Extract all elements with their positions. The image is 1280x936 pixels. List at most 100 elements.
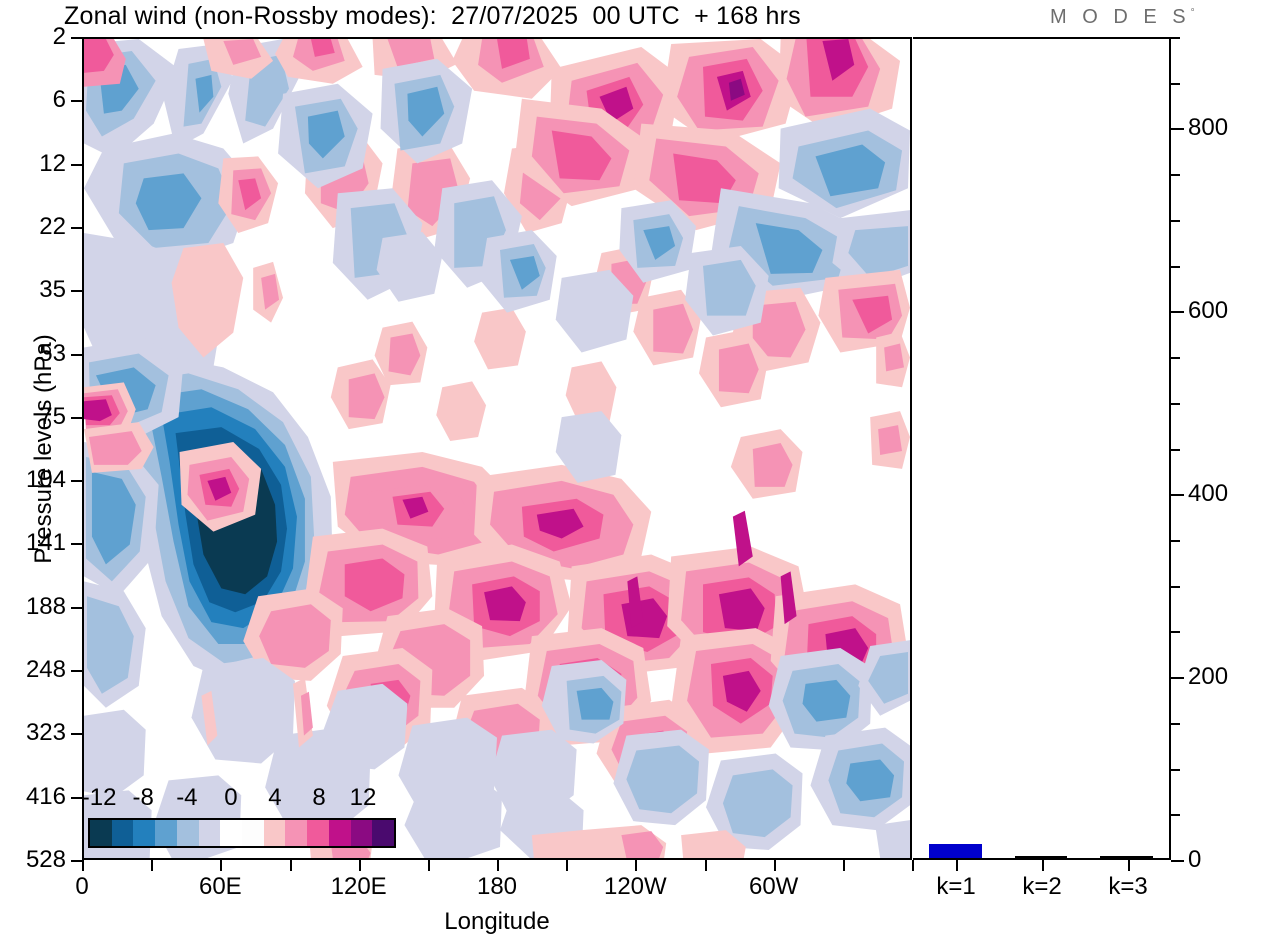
energy-major-tick bbox=[1171, 677, 1184, 680]
colorbar-tick-label: -4 bbox=[176, 784, 198, 811]
pressure-tick-label: 35 bbox=[39, 276, 66, 304]
colorbar-swatch bbox=[328, 820, 351, 846]
pressure-tick bbox=[71, 290, 82, 293]
energy-bar bbox=[1099, 856, 1153, 858]
colorbar-tick-label: 4 bbox=[268, 784, 282, 811]
energy-major-tick bbox=[1171, 494, 1184, 497]
energy-major-tick bbox=[1171, 860, 1184, 862]
pressure-tick bbox=[71, 416, 82, 419]
pressure-tick-label: 416 bbox=[25, 782, 66, 810]
colorbar-swatch bbox=[111, 820, 134, 846]
colorbar-tick-labels: -12 -8 -4 0 4 8 12 bbox=[82, 784, 396, 812]
wavenumber-tick-label: k=1 bbox=[936, 873, 976, 900]
energy-minor-tick bbox=[1171, 768, 1180, 771]
longitude-tick-label: 120W bbox=[603, 873, 667, 900]
longitude-tick bbox=[635, 860, 638, 871]
pressure-tick bbox=[71, 733, 82, 736]
energy-minor-tick bbox=[1171, 448, 1180, 451]
pressure-tick bbox=[71, 606, 82, 609]
longitude-tick-label: 60W bbox=[748, 873, 799, 900]
energy-bar bbox=[1014, 856, 1068, 858]
modes-logo-degree: ° bbox=[1190, 7, 1195, 19]
colorbar bbox=[88, 818, 396, 848]
longitude-tick-label: 180 bbox=[476, 873, 518, 900]
pressure-tick-label: 2 bbox=[52, 23, 66, 50]
pressure-tick-label: 188 bbox=[25, 592, 66, 620]
colorbar-swatch bbox=[155, 820, 177, 846]
longitude-tick bbox=[912, 860, 914, 871]
pressure-tick-label: 6 bbox=[52, 86, 66, 114]
energy-minor-tick bbox=[1171, 585, 1180, 588]
modes-logo-text: M O D E S bbox=[1050, 6, 1191, 28]
longitude-tick bbox=[289, 860, 292, 871]
longitude-tick bbox=[497, 860, 499, 871]
colorbar-swatch bbox=[176, 820, 199, 846]
pressure-tick bbox=[71, 796, 82, 799]
pressure-tick bbox=[71, 353, 82, 356]
colorbar-swatch bbox=[198, 820, 221, 846]
wavenumber-tick bbox=[1042, 860, 1044, 871]
pressure-tick-label: 141 bbox=[25, 529, 66, 557]
pressure-tick-label: 104 bbox=[25, 466, 66, 494]
colorbar-tick-label: 12 bbox=[349, 784, 377, 811]
pressure-tick bbox=[71, 37, 82, 39]
longitude-tick-label: 120E bbox=[330, 873, 387, 900]
modes-logo: M O D E S° bbox=[1050, 6, 1195, 29]
longitude-axis: Longitude 0 60E 120E 180 120W 60W bbox=[75, 860, 914, 935]
energy-minor-tick bbox=[1171, 37, 1180, 39]
energy-minor-tick bbox=[1171, 814, 1180, 817]
colorbar-tick-label: 0 bbox=[224, 784, 238, 811]
page-title: Zonal wind (non-Rossby modes): 27/07/202… bbox=[64, 2, 801, 30]
pressure-axis: Pressure levels (hPa) 2 6 12 22 35 53 75 104 141… bbox=[0, 23, 82, 873]
colorbar-swatch bbox=[307, 820, 329, 846]
colorbar-tick-label: 8 bbox=[312, 784, 326, 811]
pressure-tick-label: 22 bbox=[39, 212, 66, 240]
energy-minor-tick bbox=[1171, 265, 1180, 268]
longitude-tick bbox=[358, 860, 361, 871]
energy-bars bbox=[913, 39, 1169, 858]
energy-minor-tick bbox=[1171, 82, 1180, 85]
colorbar-swatch bbox=[263, 820, 286, 846]
energy-bar bbox=[929, 844, 983, 858]
energy-minor-tick bbox=[1171, 722, 1180, 725]
pressure-tick-label: 248 bbox=[25, 656, 66, 684]
longitude-tick bbox=[82, 860, 84, 871]
pressure-tick bbox=[71, 100, 82, 103]
energy-tick-label: 600 bbox=[1188, 297, 1229, 325]
colorbar-swatch bbox=[350, 820, 373, 846]
energy-bar-panel bbox=[913, 37, 1171, 860]
energy-minor-tick bbox=[1171, 357, 1180, 360]
energy-tick-label: 400 bbox=[1188, 480, 1229, 508]
longitude-tick bbox=[842, 860, 845, 871]
longitude-tick bbox=[704, 860, 707, 871]
pressure-tick bbox=[71, 860, 82, 862]
colorbar-swatch bbox=[285, 820, 308, 846]
longitude-tick bbox=[220, 860, 223, 871]
longitude-tick bbox=[566, 860, 569, 871]
longitude-tick bbox=[773, 860, 776, 871]
pressure-tick-label: 12 bbox=[39, 149, 66, 177]
colorbar-tick-label: -12 bbox=[81, 784, 117, 811]
pressure-tick-label: 528 bbox=[25, 846, 66, 873]
contour-plot-panel bbox=[82, 37, 912, 860]
longitude-tick-label: 60E bbox=[198, 873, 242, 900]
wavenumber-tick-label: k=2 bbox=[1022, 873, 1062, 900]
longitude-tick bbox=[427, 860, 430, 871]
energy-minor-tick bbox=[1171, 631, 1180, 634]
wavenumber-axis: k=1 k=2 k=3 bbox=[913, 860, 1171, 930]
wavenumber-tick-label: k=3 bbox=[1108, 873, 1148, 900]
pressure-tick-label: 53 bbox=[39, 339, 66, 367]
wavenumber-tick bbox=[1128, 860, 1130, 871]
pressure-tick bbox=[71, 543, 82, 546]
energy-minor-tick bbox=[1171, 539, 1180, 542]
colorbar-swatch bbox=[133, 820, 156, 846]
colorbar-tick-label: -8 bbox=[132, 784, 154, 811]
colorbar-swatch bbox=[242, 820, 264, 846]
energy-minor-tick bbox=[1171, 174, 1180, 177]
pressure-tick bbox=[71, 163, 82, 166]
energy-tick-label: 800 bbox=[1188, 114, 1229, 142]
pressure-tick bbox=[71, 670, 82, 673]
wavenumber-tick bbox=[956, 860, 958, 871]
energy-minor-tick bbox=[1171, 402, 1180, 405]
